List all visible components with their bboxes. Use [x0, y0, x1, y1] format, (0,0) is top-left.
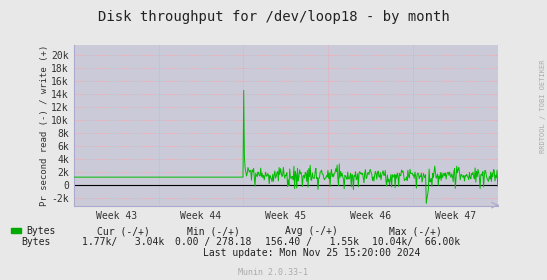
- Text: 10.04k/  66.00k: 10.04k/ 66.00k: [371, 237, 460, 247]
- Text: Disk throughput for /dev/loop18 - by month: Disk throughput for /dev/loop18 - by mon…: [97, 10, 450, 24]
- Text: Munin 2.0.33-1: Munin 2.0.33-1: [238, 268, 309, 277]
- Text: 1.77k/   3.04k: 1.77k/ 3.04k: [82, 237, 164, 247]
- Text: Bytes: Bytes: [21, 237, 50, 247]
- Text: Min (-/+): Min (-/+): [187, 226, 240, 236]
- Text: Bytes: Bytes: [26, 226, 56, 236]
- Text: Cur (-/+): Cur (-/+): [97, 226, 149, 236]
- Y-axis label: Pr second read (-) / write (+): Pr second read (-) / write (+): [39, 45, 49, 206]
- Text: Max (-/+): Max (-/+): [389, 226, 442, 236]
- Text: 156.40 /   1.55k: 156.40 / 1.55k: [265, 237, 359, 247]
- Text: 0.00 / 278.18: 0.00 / 278.18: [175, 237, 252, 247]
- Text: RRDTOOL / TOBI OETIKER: RRDTOOL / TOBI OETIKER: [540, 60, 546, 153]
- Text: Last update: Mon Nov 25 15:20:00 2024: Last update: Mon Nov 25 15:20:00 2024: [203, 248, 421, 258]
- Text: Avg (-/+): Avg (-/+): [286, 226, 338, 236]
